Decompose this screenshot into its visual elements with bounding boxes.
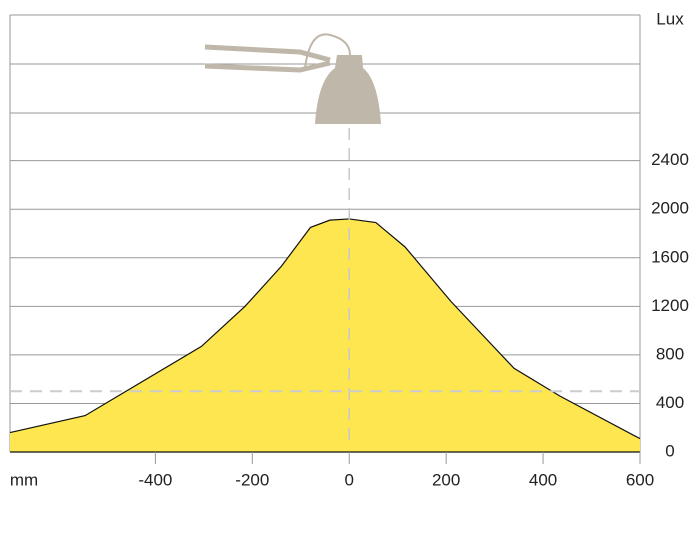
x-axis-label: mm [10, 470, 38, 489]
lamp [204, 33, 381, 124]
area-outline [9, 218, 641, 440]
x-tick-label: 200 [432, 470, 460, 489]
x-tick-label: 0 [344, 470, 353, 489]
x-tick-label: 600 [626, 470, 654, 489]
x-tick-label: -200 [235, 470, 269, 489]
y-axis-label: Lux [656, 9, 684, 28]
area [10, 218, 640, 452]
x-tick-label: -400 [138, 470, 172, 489]
y-tick-label: 0 [665, 441, 674, 460]
plot [9, 128, 641, 453]
y-tick-label: 2000 [651, 199, 689, 218]
y-tick-label: 2400 [651, 150, 689, 169]
y-tick-label: 1600 [651, 247, 689, 266]
y-tick-label: 800 [656, 344, 684, 363]
y-tick-label: 1200 [651, 296, 689, 315]
x-tick-label: 400 [529, 470, 557, 489]
y-tick-label: 400 [656, 393, 684, 412]
